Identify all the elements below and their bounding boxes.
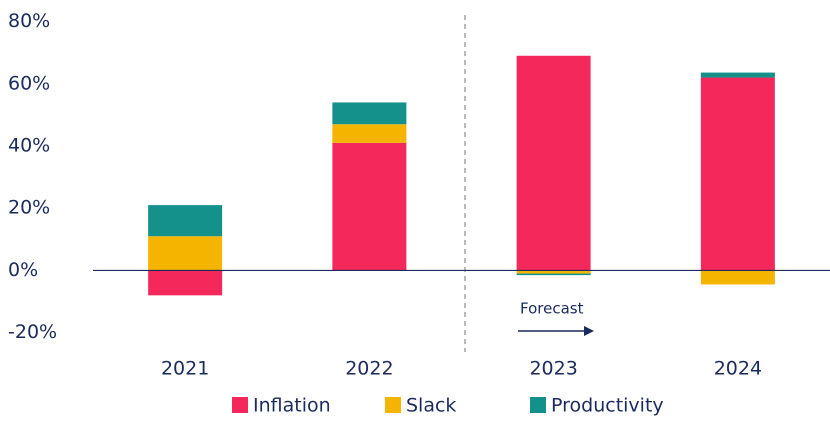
bar-segment — [516, 270, 591, 274]
y-tick-label: 60% — [8, 72, 50, 94]
y-tick-label: 0% — [8, 259, 38, 281]
y-tick-label: 80% — [8, 10, 50, 32]
legend-label: Slack — [406, 395, 456, 417]
y-tick-label: 40% — [8, 135, 50, 157]
x-tick-label: 2022 — [345, 358, 393, 380]
y-tick-label: -20% — [8, 321, 57, 343]
legend-label: Inflation — [253, 395, 331, 417]
bar-segment — [700, 77, 775, 271]
bar-segment — [516, 273, 591, 276]
legend-label: Productivity — [551, 395, 664, 417]
x-tick-label: 2024 — [714, 358, 762, 380]
y-tick-label: 20% — [8, 197, 50, 219]
bar-segment — [332, 142, 407, 271]
bar-segment — [148, 270, 223, 296]
bar-segment — [700, 72, 775, 78]
bar-segment — [332, 124, 407, 143]
x-tick-label: 2021 — [161, 358, 209, 380]
bar-segment — [332, 102, 407, 125]
bar-segment — [148, 205, 223, 237]
bar-segment — [516, 55, 591, 271]
arrow-head — [584, 326, 594, 336]
annotation: Forecast — [520, 300, 584, 318]
legend-swatch — [385, 397, 401, 413]
legend-swatch — [530, 397, 546, 413]
x-tick-label: 2023 — [529, 358, 577, 380]
legend-swatch — [232, 397, 248, 413]
bar-segment — [700, 270, 775, 285]
bar-segment — [148, 236, 223, 271]
